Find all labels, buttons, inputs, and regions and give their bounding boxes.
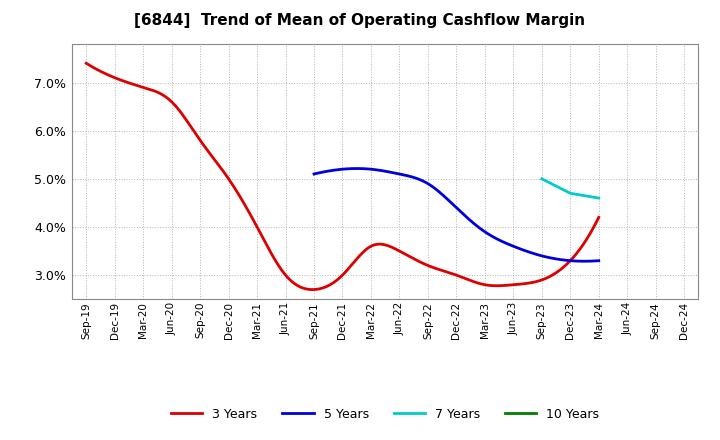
7 Years [537, 176, 546, 181]
5 Years [310, 171, 319, 176]
3 Years [84, 62, 92, 67]
Line: 3 Years: 3 Years [86, 63, 599, 290]
Line: 7 Years: 7 Years [541, 179, 599, 198]
7 Years [595, 195, 603, 201]
3 Years [397, 249, 406, 255]
Legend: 3 Years, 5 Years, 7 Years, 10 Years: 3 Years, 5 Years, 7 Years, 10 Years [166, 403, 604, 425]
Text: [6844]  Trend of Mean of Operating Cashflow Margin: [6844] Trend of Mean of Operating Cashfl… [135, 13, 585, 28]
3 Years [548, 272, 557, 278]
5 Years [595, 258, 603, 263]
5 Years [480, 229, 489, 234]
5 Years [551, 256, 559, 261]
3 Years [595, 215, 603, 220]
7 Years [566, 191, 575, 196]
5 Years [569, 258, 577, 264]
5 Years [580, 259, 589, 264]
5 Years [480, 228, 488, 234]
3 Years [516, 282, 524, 287]
3 Years [82, 61, 91, 66]
5 Years [310, 171, 318, 176]
5 Years [353, 166, 361, 171]
5 Years [485, 232, 493, 237]
3 Years [308, 287, 317, 292]
3 Years [389, 245, 397, 250]
Line: 5 Years: 5 Years [314, 169, 599, 261]
3 Years [387, 244, 396, 249]
